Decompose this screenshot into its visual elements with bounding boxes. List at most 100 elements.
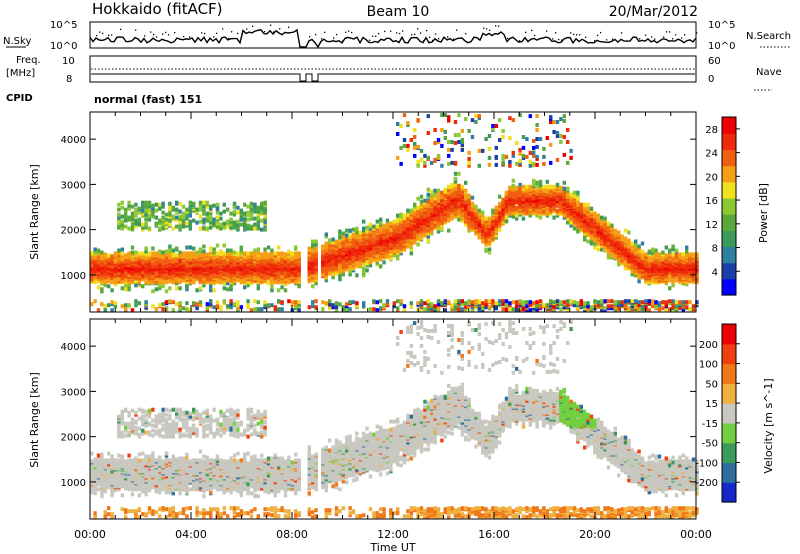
data-cell xyxy=(256,219,260,224)
nsearch-dot xyxy=(102,32,104,35)
data-cell xyxy=(229,287,233,292)
data-cell xyxy=(457,113,461,118)
nsearch-dot xyxy=(423,40,425,42)
data-cell xyxy=(433,188,437,193)
data-cell xyxy=(528,114,532,119)
data-cell xyxy=(406,216,410,221)
data-cell xyxy=(464,188,468,193)
data-cell xyxy=(239,222,243,227)
data-cell xyxy=(226,224,230,229)
freq-label: Freq. xyxy=(16,55,41,66)
data-cell xyxy=(532,139,536,143)
data-cell xyxy=(501,135,505,139)
data-cell xyxy=(430,195,434,200)
data-cell xyxy=(188,208,192,213)
nsearch-dot xyxy=(531,29,533,31)
data-cell xyxy=(168,251,172,256)
data-cell xyxy=(290,257,294,262)
data-cell xyxy=(368,222,373,227)
data-cell xyxy=(185,207,189,212)
data-cell xyxy=(491,302,495,307)
data-cell xyxy=(402,138,407,142)
data-cell xyxy=(120,247,124,252)
data-cell xyxy=(331,237,335,242)
data-cell xyxy=(372,224,376,229)
data-cell xyxy=(246,283,250,288)
data-cell xyxy=(243,202,247,207)
data-cell xyxy=(287,249,291,254)
data-cell xyxy=(226,281,230,286)
data-cell xyxy=(460,142,464,147)
data-cell xyxy=(566,186,570,191)
data-cell xyxy=(494,205,498,210)
data-cell xyxy=(290,300,294,305)
data-cell xyxy=(457,307,461,312)
data-cell xyxy=(253,307,257,312)
data-cell xyxy=(205,226,209,231)
data-cell xyxy=(164,300,169,305)
data-cell xyxy=(178,258,182,263)
data-cell xyxy=(379,246,383,251)
data-cell xyxy=(423,307,427,312)
data-cell xyxy=(515,300,519,305)
data-cell xyxy=(246,223,250,228)
data-cell xyxy=(501,160,505,165)
nsearch-dot xyxy=(399,32,401,35)
data-cell xyxy=(202,200,206,205)
data-cell xyxy=(154,208,158,213)
nsearch-dot xyxy=(612,38,614,40)
data-cell xyxy=(195,306,199,311)
data-cell xyxy=(280,300,284,305)
data-cell xyxy=(117,251,121,256)
data-cell xyxy=(175,286,179,291)
data-cell xyxy=(219,216,223,221)
data-cell xyxy=(436,188,441,193)
data-cell xyxy=(328,306,332,311)
data-cell xyxy=(168,248,172,253)
data-cell xyxy=(450,160,454,165)
data-cell xyxy=(232,250,237,255)
nsearch-dot xyxy=(534,34,536,37)
data-cell xyxy=(542,146,546,151)
data-cell xyxy=(559,117,563,122)
data-cell xyxy=(171,248,175,253)
data-cell xyxy=(215,304,220,309)
data-cell xyxy=(484,219,488,224)
data-cell xyxy=(430,160,434,165)
data-cell xyxy=(249,308,254,313)
data-cell xyxy=(103,252,107,257)
data-cell xyxy=(219,278,223,283)
data-cell xyxy=(559,140,563,144)
data-cell xyxy=(389,228,393,233)
nsearch-dot xyxy=(201,32,203,34)
nsearch-dot xyxy=(669,31,671,33)
data-cell xyxy=(144,300,148,305)
data-cell xyxy=(545,303,549,308)
data-cell xyxy=(215,215,220,220)
data-cell xyxy=(508,136,512,140)
data-cell xyxy=(239,245,243,250)
data-cell xyxy=(144,208,148,213)
data-cell xyxy=(178,227,182,232)
data-cell xyxy=(375,300,379,305)
data-cell xyxy=(402,308,407,313)
data-cell xyxy=(175,253,179,258)
data-cell xyxy=(467,163,471,168)
data-cell xyxy=(542,161,546,166)
nsearch-dot xyxy=(585,36,587,38)
data-cell xyxy=(515,141,519,145)
data-cell xyxy=(525,210,529,215)
data-cell xyxy=(430,189,434,194)
data-cell xyxy=(171,300,175,305)
data-cell xyxy=(181,215,186,220)
data-cell xyxy=(447,161,451,166)
data-cell xyxy=(164,217,169,222)
data-cell xyxy=(107,303,111,308)
data-cell xyxy=(409,301,413,306)
data-cell xyxy=(409,305,413,310)
data-cell xyxy=(232,201,237,206)
data-cell xyxy=(246,217,250,222)
data-cell xyxy=(569,196,573,201)
data-cell xyxy=(120,205,124,210)
data-cell xyxy=(158,286,162,291)
